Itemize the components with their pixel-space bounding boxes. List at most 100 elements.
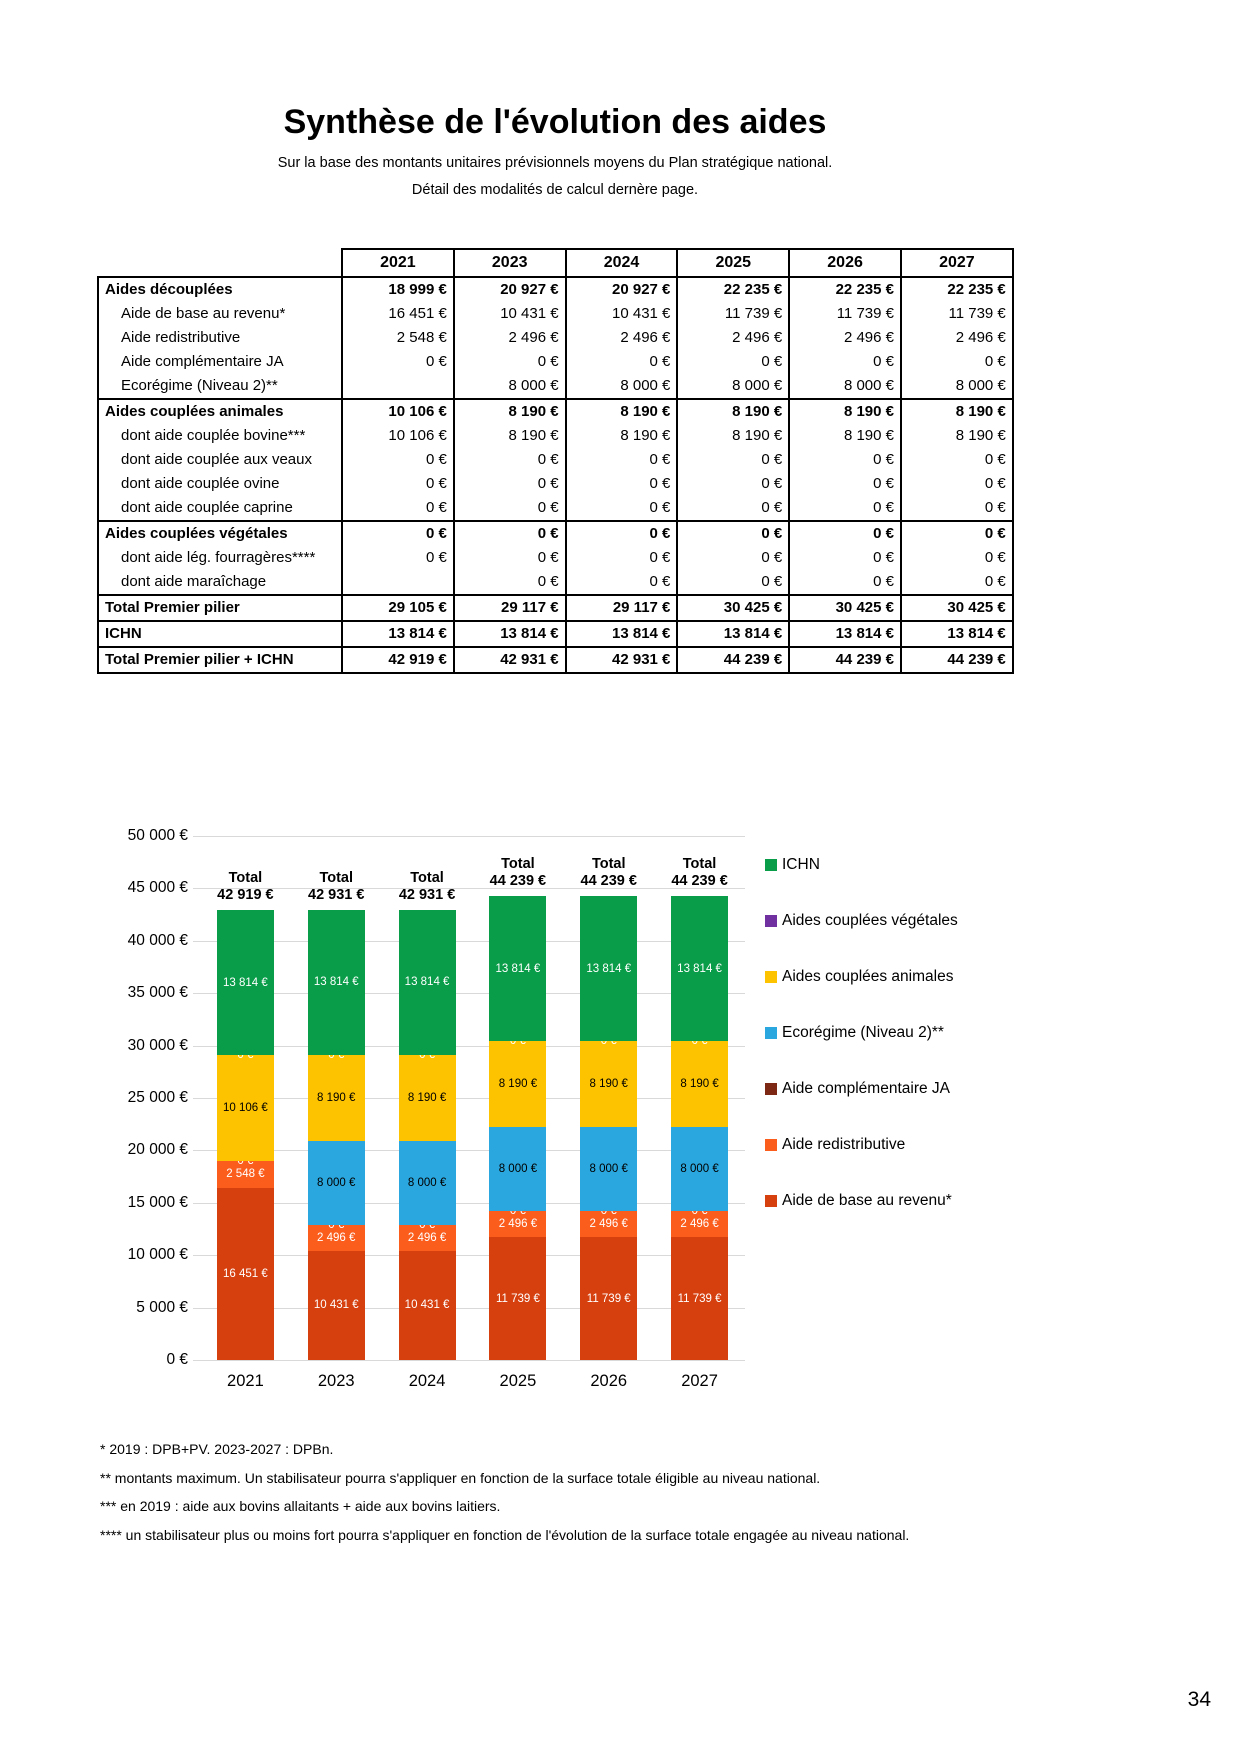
legend-label-ichn: ICHN <box>782 856 820 873</box>
value-cell: 22 235 € <box>676 277 791 302</box>
value-cell: 0 € <box>341 521 455 546</box>
stacked-bar-2026: 11 739 €2 496 €0 €8 000 €8 190 €0 €13 81… <box>580 836 638 1360</box>
value-cell: 11 739 € <box>676 302 791 326</box>
total-label-2023: Total 42 931 € <box>308 870 364 904</box>
segment-ichn-2023 <box>307 910 365 1055</box>
value-cell: 42 931 € <box>452 647 567 673</box>
value-cell: 8 000 € <box>452 374 567 399</box>
row-label: Aides couplées végétales <box>97 521 343 546</box>
table-row: dont aide lég. fourragères**** 0 €0 €0 €0… <box>97 546 1014 570</box>
y-axis-tick-label: 30 000 € <box>127 1036 188 1054</box>
row-label: dont aide maraîchage <box>97 570 343 595</box>
value-cell: 29 105 € <box>341 595 455 621</box>
footnote-4: **** un stabilisateur plus ou moins fort… <box>100 1526 910 1543</box>
x-axis-tick-label-2021: 2021 <box>227 1372 264 1390</box>
segment-ecoregime-2024 <box>398 1140 456 1225</box>
segment-label-aide-redistributive-2026: 2 496 € <box>589 1217 628 1230</box>
value-cell: 13 814 € <box>564 621 679 647</box>
value-cell: 0 € <box>676 472 791 496</box>
value-cell: 0 € <box>564 496 679 521</box>
segment-ecoregime-2023 <box>307 1140 365 1225</box>
segment-label-ecoregime-2023: 8 000 € <box>317 1176 356 1189</box>
legend-label-aide-complementaire-ja: Aide complémentaire JA <box>782 1080 950 1097</box>
row-label: dont aide couplée ovine <box>97 472 343 496</box>
legend-swatch-aides-couplees-vegetales <box>765 915 777 927</box>
segment-label-aides-couplees-animales-2024: 8 190 € <box>407 1091 447 1104</box>
segment-label-aide-base-revenu-2026: 11 739 € <box>586 1292 631 1305</box>
value-cell: 42 931 € <box>564 647 679 673</box>
footnotes: * 2019 : DPB+PV. 2023-2027 : DPBn. ** mo… <box>100 1439 909 1553</box>
y-axis-tick-label: 25 000 € <box>127 1089 188 1106</box>
segment-aide-base-revenu-2023 <box>307 1250 365 1360</box>
segment-aide-base-revenu-2026 <box>580 1236 638 1360</box>
table-row: dont aide couplée bovine*** 10 106 €8 190… <box>97 424 1014 448</box>
total-label-value: 44 239 € <box>671 873 728 890</box>
value-cell: 0 € <box>899 496 1014 521</box>
legend-swatch-aide-base-revenu <box>765 1195 777 1207</box>
segment-label-aide-base-revenu-2025: 11 739 € <box>495 1292 540 1305</box>
value-cell: 0 € <box>899 546 1014 570</box>
row-label: Aide de base au revenu* <box>97 302 343 326</box>
value-cell: 8 190 € <box>899 424 1014 448</box>
value-cell: 13 814 € <box>899 621 1014 647</box>
y-axis-tick-label: 0 € <box>166 1351 188 1368</box>
value-cell: 0 € <box>676 448 791 472</box>
year-header-2024: 2024 <box>564 248 679 278</box>
segment-aides-couplees-animales-2025 <box>489 1041 547 1127</box>
legend-swatch-ichn <box>765 859 777 871</box>
gridline <box>193 836 745 837</box>
value-cell: 16 451 € <box>341 302 455 326</box>
gridline <box>193 1255 745 1257</box>
row-label: dont aide couplée bovine*** <box>97 424 343 448</box>
table-body: Aides découplées 18 999 €20 927 €20 927 €… <box>97 277 1014 673</box>
segment-label-ecoregime-2027: 8 000 € <box>680 1162 719 1175</box>
value-cell: 0 € <box>788 546 902 570</box>
segment-aides-couplees-animales-2026 <box>580 1041 638 1127</box>
gridline <box>193 1360 745 1361</box>
segment-aides-couplees-animales-2021 <box>216 1054 274 1161</box>
value-cell: 0 € <box>788 496 902 521</box>
segment-ichn-2027 <box>671 896 729 1042</box>
segment-label-ichn-2024: 13 814 € <box>404 976 450 989</box>
segment-aide-base-revenu-2027 <box>671 1236 729 1360</box>
value-cell: 0 € <box>788 472 902 496</box>
footnote-2: ** montants maximum. Un stabilisateur po… <box>100 1469 821 1486</box>
segment-ecoregime-2027 <box>671 1127 729 1211</box>
segment-label-ecoregime-2024: 8 000 € <box>407 1176 447 1189</box>
segment-label-ecoregime-2025: 8 000 € <box>498 1162 538 1175</box>
gridline <box>193 1307 745 1309</box>
value-cell: 0 € <box>899 448 1014 472</box>
segment-label-aide-redistributive-2024: 2 496 € <box>407 1231 447 1244</box>
year-header-2023: 2023 <box>452 248 567 278</box>
gridline <box>193 940 745 942</box>
value-cell: 8 000 € <box>899 374 1014 399</box>
segment-ecoregime-2025 <box>489 1127 547 1211</box>
value-cell: 20 927 € <box>452 277 567 302</box>
y-axis-tick-label: 45 000 € <box>127 879 188 897</box>
total-label-word: Total <box>319 870 354 887</box>
table-row: Ecorégime (Niveau 2)** 8 000 €8 000 €8 00… <box>97 374 1014 399</box>
page-subtitle-1: Sur la base des montants unitaires prévi… <box>277 155 833 171</box>
legend-swatch-aide-redistributive <box>765 1139 777 1151</box>
total-label-value: 42 931 € <box>308 887 365 904</box>
total-label-2024: Total 42 931 € <box>399 870 455 904</box>
legend-item-aide-redistributive: Aide redistributive <box>765 1135 905 1155</box>
value-cell: 2 496 € <box>899 326 1014 350</box>
value-cell: 0 € <box>564 570 679 595</box>
total-label-word: Total <box>591 856 626 873</box>
x-axis-tick-label-2024: 2024 <box>408 1372 446 1390</box>
value-cell: 11 739 € <box>788 302 902 326</box>
gridline <box>193 888 745 890</box>
total-label-value: 44 239 € <box>580 873 637 890</box>
segment-aide-redistributive-2024 <box>398 1224 456 1251</box>
legend-label-aides-couplees-animales: Aides couplées animales <box>782 968 954 985</box>
stacked-bar-2024: 10 431 €2 496 €0 €8 000 €8 190 €0 €13 81… <box>398 836 456 1360</box>
total-label-2021: Total 42 919 € <box>217 870 273 904</box>
value-cell: 0 € <box>452 350 567 374</box>
value-cell: 29 117 € <box>452 595 567 621</box>
total-label-2027: Total 44 239 € <box>671 856 727 890</box>
value-cell: 8 000 € <box>788 374 902 399</box>
segment-aide-redistributive-2025 <box>489 1210 547 1237</box>
bar-slot-2024: 10 431 €2 496 €0 €8 000 €8 190 €0 €13 81… <box>382 836 473 1390</box>
document-header: Synthèse de l'évolution des aides Sur la… <box>0 102 1110 198</box>
